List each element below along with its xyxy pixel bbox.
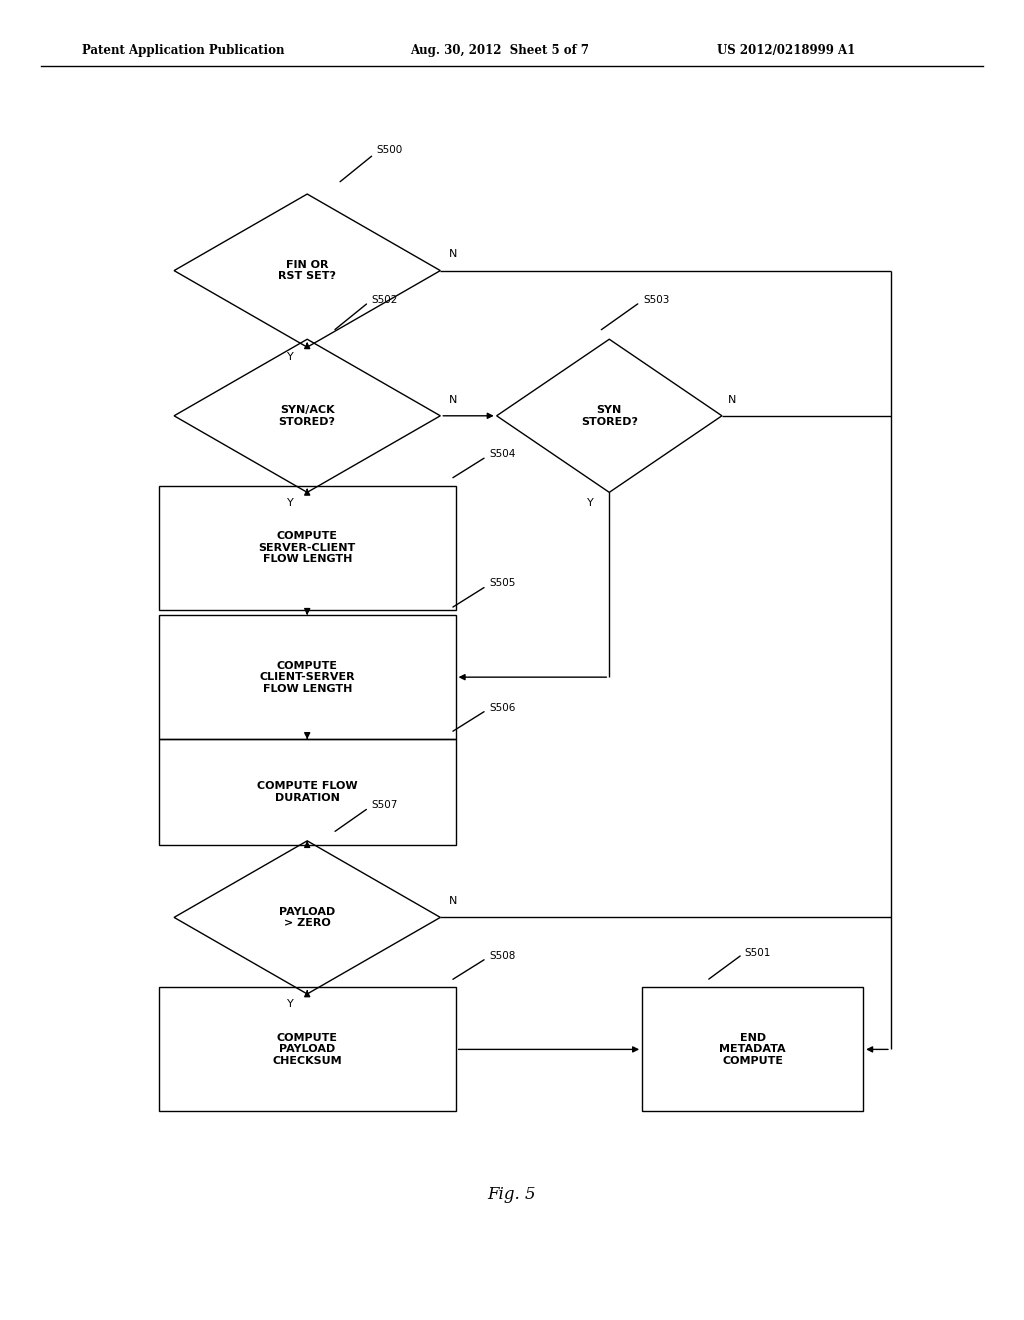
Text: N: N <box>449 395 457 405</box>
Text: Aug. 30, 2012  Sheet 5 of 7: Aug. 30, 2012 Sheet 5 of 7 <box>410 44 589 57</box>
Text: PAYLOAD
> ZERO: PAYLOAD > ZERO <box>280 907 335 928</box>
Text: N: N <box>728 395 736 405</box>
Bar <box>159 987 456 1111</box>
Text: US 2012/0218999 A1: US 2012/0218999 A1 <box>717 44 855 57</box>
Text: Y: Y <box>287 352 294 363</box>
Text: S503: S503 <box>643 294 670 305</box>
Text: FIN OR
RST SET?: FIN OR RST SET? <box>279 260 336 281</box>
Text: COMPUTE
SERVER-CLIENT
FLOW LENGTH: COMPUTE SERVER-CLIENT FLOW LENGTH <box>259 531 355 565</box>
Text: SYN
STORED?: SYN STORED? <box>581 405 638 426</box>
Text: S502: S502 <box>372 294 398 305</box>
Text: S507: S507 <box>372 800 398 810</box>
Text: Y: Y <box>287 999 294 1010</box>
Text: END
METADATA
COMPUTE: END METADATA COMPUTE <box>719 1032 786 1067</box>
Text: COMPUTE
PAYLOAD
CHECKSUM: COMPUTE PAYLOAD CHECKSUM <box>272 1032 342 1067</box>
Text: S500: S500 <box>377 145 403 156</box>
Bar <box>159 486 456 610</box>
Text: S505: S505 <box>489 578 516 589</box>
Text: Y: Y <box>287 498 294 508</box>
Text: Y: Y <box>587 498 594 508</box>
Text: Fig. 5: Fig. 5 <box>487 1187 537 1203</box>
Text: COMPUTE
CLIENT-SERVER
FLOW LENGTH: COMPUTE CLIENT-SERVER FLOW LENGTH <box>259 660 355 694</box>
Text: S506: S506 <box>489 702 516 713</box>
Text: S508: S508 <box>489 950 516 961</box>
Text: N: N <box>449 249 457 260</box>
Text: N: N <box>449 896 457 907</box>
Text: S501: S501 <box>744 948 771 958</box>
Text: Patent Application Publication: Patent Application Publication <box>82 44 285 57</box>
Text: S504: S504 <box>489 449 516 459</box>
Bar <box>159 615 456 739</box>
Bar <box>642 987 863 1111</box>
Text: SYN/ACK
STORED?: SYN/ACK STORED? <box>279 405 336 426</box>
Bar <box>159 739 456 845</box>
Text: COMPUTE FLOW
DURATION: COMPUTE FLOW DURATION <box>257 781 357 803</box>
